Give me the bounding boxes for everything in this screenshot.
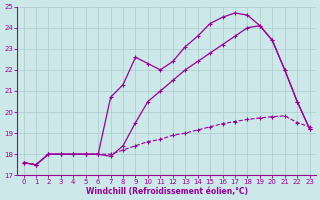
X-axis label: Windchill (Refroidissement éolien,°C): Windchill (Refroidissement éolien,°C)	[85, 187, 248, 196]
